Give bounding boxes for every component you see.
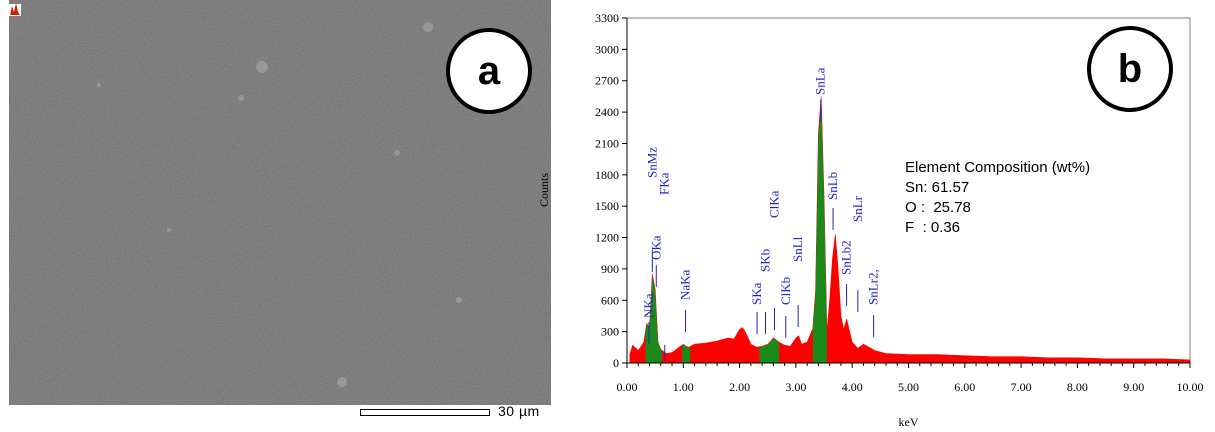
- peak-label: NKa: [641, 293, 656, 318]
- spectrum-area: [629, 96, 1191, 364]
- x-tick-label: 2.00: [729, 380, 750, 394]
- x-tick-label: 4.00: [842, 380, 863, 394]
- peak-label: SnMz: [644, 147, 659, 178]
- peak-label: SKa: [749, 282, 764, 305]
- y-tick-label: 1200: [595, 231, 619, 245]
- x-tick-label: 5.00: [898, 380, 919, 394]
- peak-label: SnLb: [825, 172, 840, 200]
- peak-label: SKb: [758, 249, 773, 272]
- y-tick-label: 2100: [595, 136, 619, 150]
- x-tick-label: 9.00: [1123, 380, 1144, 394]
- composition-legend: Element Composition (wt%) Sn: 61.57 O : …: [905, 158, 1090, 238]
- y-tick-label: 900: [601, 262, 619, 276]
- y-tick-label: 2700: [595, 74, 619, 88]
- peak-label: SnLl: [790, 236, 805, 262]
- x-tick-label: 3.00: [785, 380, 806, 394]
- y-tick-label: 3000: [595, 42, 619, 56]
- scale-bar-text: 30 µm: [498, 403, 540, 419]
- peak-label: ClKa: [767, 190, 782, 218]
- y-tick-label: 300: [601, 325, 619, 339]
- x-tick-label: 6.00: [954, 380, 975, 394]
- sem-panel: a 30 µm: [0, 0, 560, 432]
- y-tick-label: 1800: [595, 168, 619, 182]
- peak-label: SnLb2: [839, 240, 854, 275]
- y-tick-label: 0: [613, 356, 619, 370]
- x-tick-label: 10.00: [1177, 380, 1204, 394]
- composition-line-sn: Sn: 61.57: [905, 179, 970, 196]
- y-tick-label: 2400: [595, 105, 619, 119]
- peak-label: ClKb: [778, 277, 793, 305]
- x-tick-label: 8.00: [1067, 380, 1088, 394]
- peak-label: NaKa: [678, 269, 693, 300]
- y-axis-title: Counts: [537, 173, 551, 207]
- y-tick-label: 1500: [595, 199, 619, 213]
- peak-area-0: [645, 277, 662, 363]
- y-tick-label: 3300: [595, 11, 619, 25]
- logo-icon: [9, 3, 21, 16]
- scale-bar: [360, 409, 490, 416]
- peak-label: SnLr: [850, 195, 865, 222]
- x-tick-label: 1.00: [673, 380, 694, 394]
- composition-line-f: F : 0.36: [905, 219, 961, 236]
- x-tick-label: 0.00: [617, 380, 638, 394]
- panel-a-label: a: [446, 28, 532, 114]
- peak-label: FKa: [657, 172, 672, 195]
- composition-line-o: O : 25.78: [905, 199, 971, 216]
- peak-area-2: [759, 338, 779, 363]
- peak-area-1: [682, 344, 691, 363]
- peak-label: OKa: [648, 235, 663, 260]
- peak-label: SnLr2,: [866, 269, 881, 305]
- peak-label: SnLa: [813, 67, 828, 95]
- peak-area-3: [812, 101, 827, 363]
- composition-title: Element Composition (wt%): [905, 159, 1091, 176]
- eds-panel: NKa OKa SnMz FKa NaKa SKa SKb ClKa ClKb SnLl SnLa S…: [537, 0, 1215, 432]
- panel-b-label: b: [1087, 26, 1173, 112]
- x-axis-title: keV: [899, 415, 919, 429]
- x-tick-label: 7.00: [1011, 380, 1032, 394]
- y-tick-label: 600: [601, 293, 619, 307]
